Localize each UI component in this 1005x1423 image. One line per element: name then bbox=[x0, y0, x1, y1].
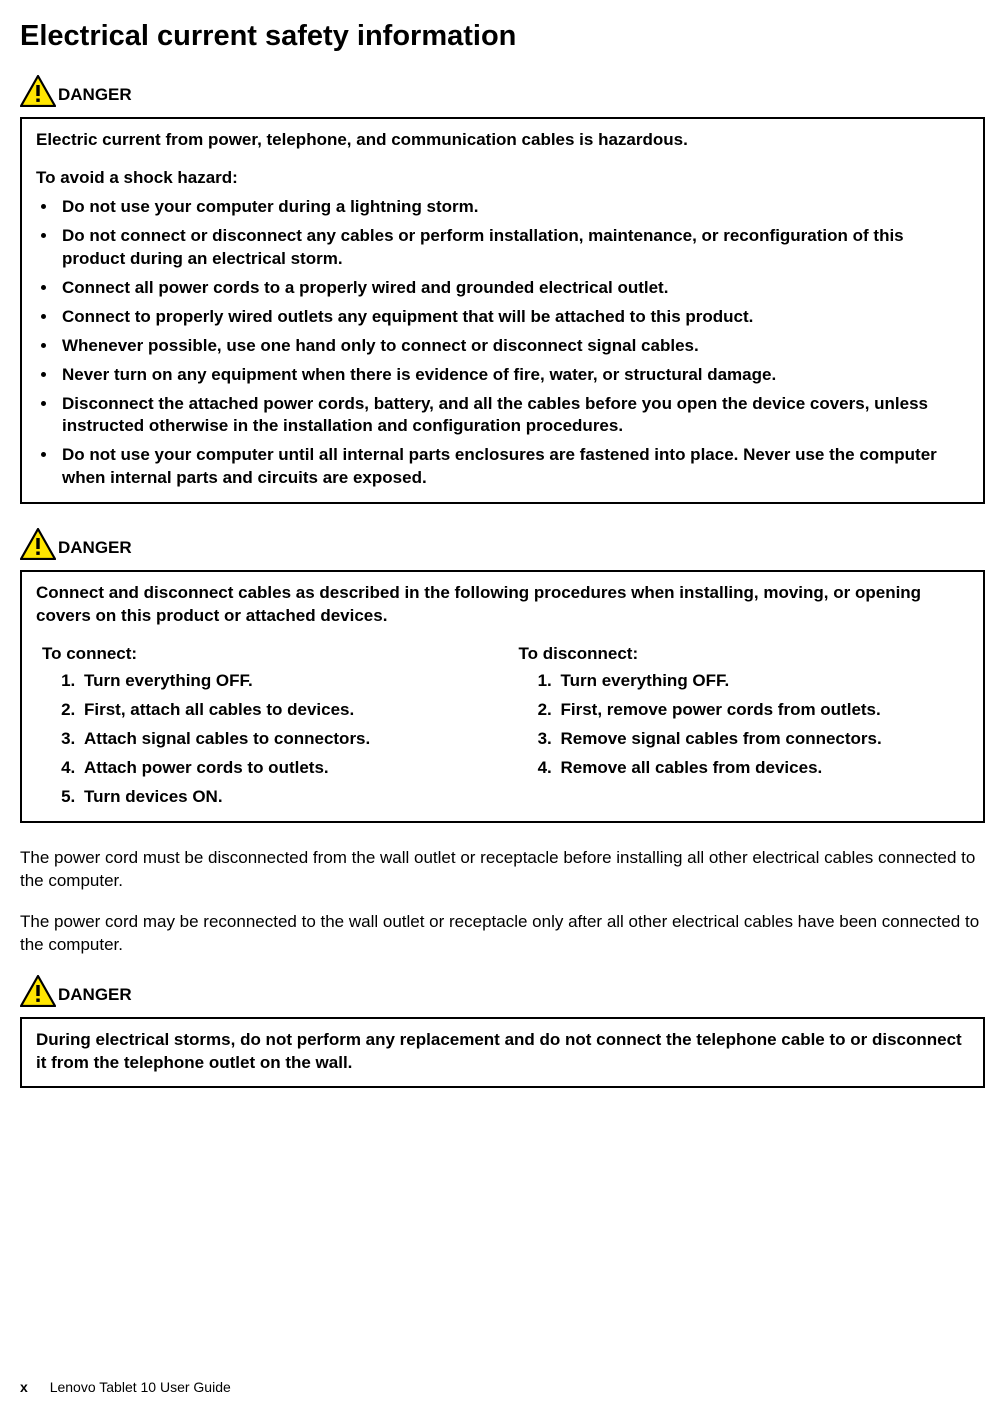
hazard-box-2: Connect and disconnect cables as describ… bbox=[20, 570, 985, 823]
box1-intro: Electric current from power, telephone, … bbox=[36, 129, 969, 152]
danger-label: DANGER bbox=[58, 985, 132, 1007]
box2-intro: Connect and disconnect cables as describ… bbox=[36, 582, 969, 628]
hazard-box-1: Electric current from power, telephone, … bbox=[20, 117, 985, 504]
list-item: Disconnect the attached power cords, bat… bbox=[58, 393, 969, 439]
box3-text: During electrical storms, do not perform… bbox=[36, 1029, 969, 1075]
disconnect-column: To disconnect: Turn everything OFF. Firs… bbox=[513, 644, 970, 809]
list-item: Turn devices ON. bbox=[80, 786, 493, 809]
list-item: First, remove power cords from outlets. bbox=[557, 699, 970, 722]
paragraph-1: The power cord must be disconnected from… bbox=[20, 847, 985, 893]
list-item: Attach signal cables to connectors. bbox=[80, 728, 493, 751]
danger-label: DANGER bbox=[58, 538, 132, 560]
list-item: Connect to properly wired outlets any eq… bbox=[58, 306, 969, 329]
list-item: Do not connect or disconnect any cables … bbox=[58, 225, 969, 271]
page-title: Electrical current safety information bbox=[20, 20, 985, 53]
danger-heading-1: DANGER bbox=[20, 75, 985, 107]
disconnect-title: To disconnect: bbox=[519, 644, 970, 664]
hazard-list: Do not use your computer during a lightn… bbox=[36, 196, 969, 490]
list-item: Turn everything OFF. bbox=[557, 670, 970, 693]
page-footer: x Lenovo Tablet 10 User Guide bbox=[20, 1379, 231, 1395]
box1-sub: To avoid a shock hazard: bbox=[36, 168, 969, 188]
list-item: First, attach all cables to devices. bbox=[80, 699, 493, 722]
list-item: Connect all power cords to a properly wi… bbox=[58, 277, 969, 300]
connect-title: To connect: bbox=[42, 644, 493, 664]
connect-steps: Turn everything OFF. First, attach all c… bbox=[36, 670, 493, 809]
list-item: Whenever possible, use one hand only to … bbox=[58, 335, 969, 358]
list-item: Attach power cords to outlets. bbox=[80, 757, 493, 780]
list-item: Remove all cables from devices. bbox=[557, 757, 970, 780]
paragraph-2: The power cord may be reconnected to the… bbox=[20, 911, 985, 957]
list-item: Never turn on any equipment when there i… bbox=[58, 364, 969, 387]
connect-column: To connect: Turn everything OFF. First, … bbox=[36, 644, 493, 809]
list-item: Do not use your computer until all inter… bbox=[58, 444, 969, 490]
page-number: x bbox=[20, 1379, 28, 1395]
list-item: Remove signal cables from connectors. bbox=[557, 728, 970, 751]
warning-triangle-icon bbox=[20, 528, 56, 560]
list-item: Turn everything OFF. bbox=[80, 670, 493, 693]
warning-triangle-icon bbox=[20, 75, 56, 107]
document-title: Lenovo Tablet 10 User Guide bbox=[50, 1379, 231, 1395]
danger-label: DANGER bbox=[58, 85, 132, 107]
disconnect-steps: Turn everything OFF. First, remove power… bbox=[513, 670, 970, 780]
hazard-box-3: During electrical storms, do not perform… bbox=[20, 1017, 985, 1089]
list-item: Do not use your computer during a lightn… bbox=[58, 196, 969, 219]
danger-heading-3: DANGER bbox=[20, 975, 985, 1007]
warning-triangle-icon bbox=[20, 975, 56, 1007]
danger-heading-2: DANGER bbox=[20, 528, 985, 560]
